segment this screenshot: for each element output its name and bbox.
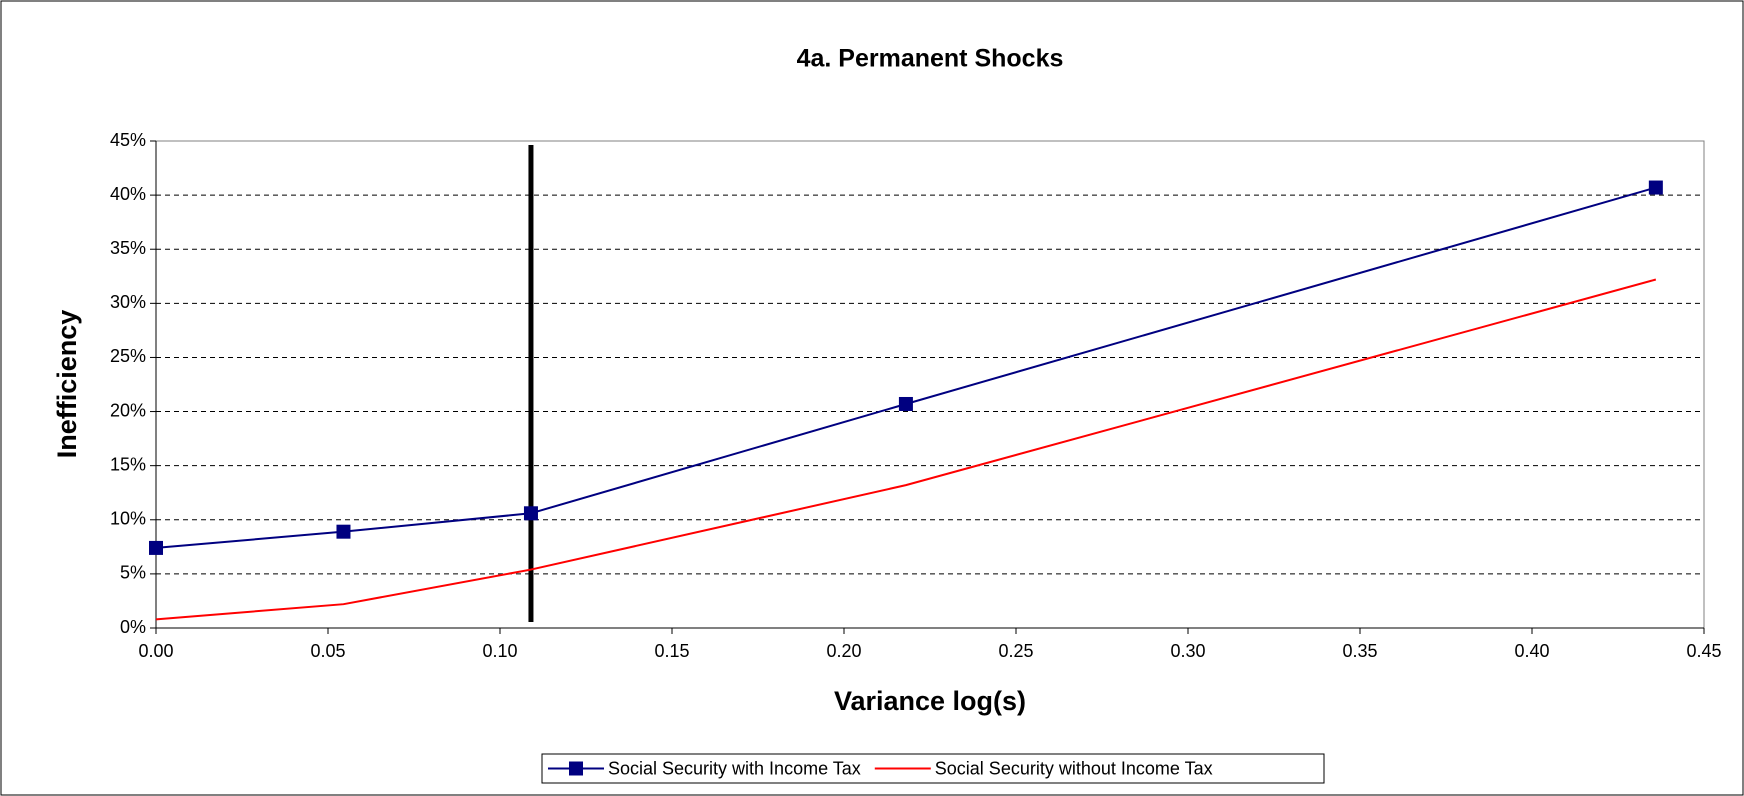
x-axis-label: Variance log(s) — [834, 686, 1026, 716]
y-tick-label: 35% — [110, 238, 146, 258]
x-tick-label: 0.00 — [138, 641, 173, 661]
y-tick-label: 40% — [110, 184, 146, 204]
y-tick-label: 10% — [110, 509, 146, 529]
x-tick-label: 0.10 — [482, 641, 517, 661]
marker — [523, 506, 538, 521]
y-axis-label: Inefficiency — [52, 310, 82, 459]
y-tick-label: 5% — [120, 563, 146, 583]
x-tick-label: 0.20 — [826, 641, 861, 661]
marker — [1648, 180, 1663, 195]
legend-marker — [569, 761, 583, 776]
chart-title: 4a. Permanent Shocks — [797, 45, 1064, 73]
x-tick-label: 0.45 — [1686, 641, 1721, 661]
legend-box — [541, 753, 1325, 784]
y-tick-label: 25% — [110, 346, 146, 366]
y-tick-label: 30% — [110, 292, 146, 312]
x-tick-label: 0.30 — [1170, 641, 1205, 661]
series-line — [155, 278, 1657, 621]
x-tick-label: 0.25 — [998, 641, 1033, 661]
plot-area — [155, 140, 1705, 629]
x-tick-label: 0.15 — [654, 641, 689, 661]
legend-label: Social Security without Income Tax — [935, 758, 1213, 778]
x-tick-label: 0.40 — [1514, 641, 1549, 661]
x-tick-label: 0.35 — [1342, 641, 1377, 661]
y-tick-label: 20% — [110, 400, 146, 420]
marker — [149, 540, 163, 555]
x-tick-label: 0.05 — [310, 641, 345, 661]
marker — [898, 396, 913, 411]
y-tick-label: 15% — [110, 454, 146, 474]
marker — [336, 524, 351, 539]
y-tick-label: 0% — [120, 617, 146, 637]
y-tick-label: 45% — [110, 130, 146, 150]
legend-label: Social Security with Income Tax — [608, 758, 861, 778]
